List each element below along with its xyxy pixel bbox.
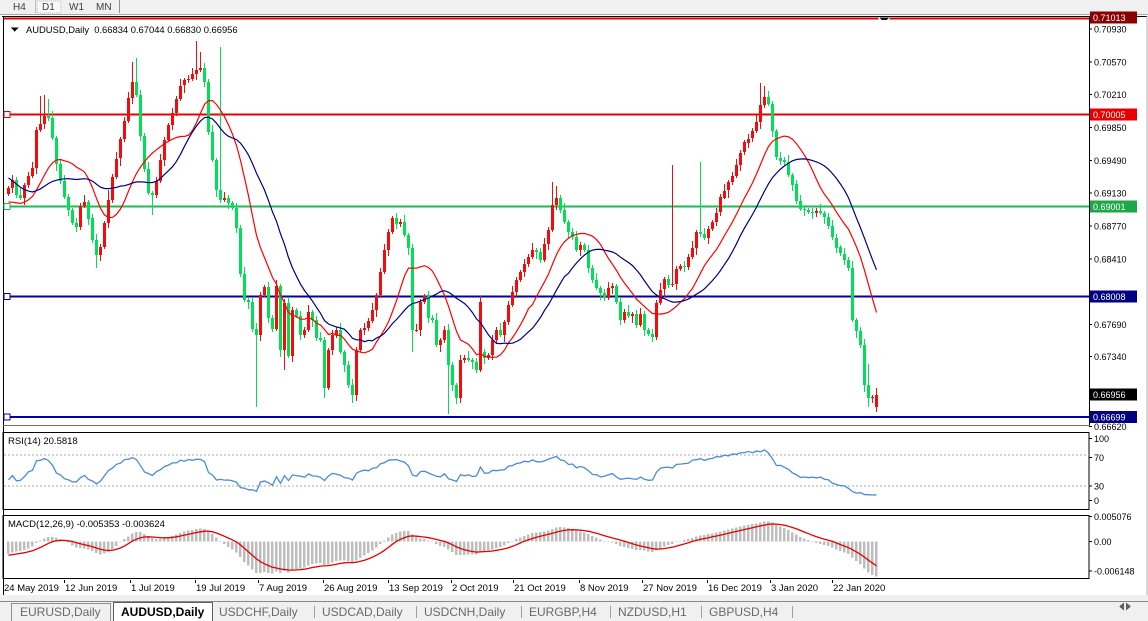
- svg-text:7 Aug 2019: 7 Aug 2019: [259, 583, 307, 594]
- svg-text:3 Jan 2020: 3 Jan 2020: [771, 583, 818, 594]
- svg-text:AUDUSD,Daily: AUDUSD,Daily: [121, 605, 205, 619]
- svg-text:0.005076: 0.005076: [1094, 512, 1132, 522]
- svg-text:0.70570: 0.70570: [1094, 57, 1127, 67]
- svg-text:0.67690: 0.67690: [1094, 320, 1127, 330]
- svg-text:H4: H4: [13, 2, 26, 13]
- svg-text:1 Jul 2019: 1 Jul 2019: [131, 583, 175, 594]
- svg-text:W1: W1: [69, 2, 84, 13]
- svg-text:0.67340: 0.67340: [1094, 352, 1127, 362]
- svg-text:21 Oct 2019: 21 Oct 2019: [514, 583, 566, 594]
- svg-text:0.69490: 0.69490: [1094, 156, 1127, 166]
- svg-text:0: 0: [1094, 496, 1099, 506]
- svg-text:0.66620: 0.66620: [1094, 422, 1127, 432]
- svg-text:100: 100: [1094, 434, 1109, 444]
- svg-text:22 Jan 2020: 22 Jan 2020: [833, 583, 885, 594]
- svg-text:0.70930: 0.70930: [1094, 25, 1127, 35]
- svg-text:D1: D1: [42, 2, 55, 13]
- svg-text:NZDUSD,H1: NZDUSD,H1: [618, 605, 687, 619]
- svg-text:GBPUSD,H4: GBPUSD,H4: [709, 605, 779, 619]
- svg-text:24 May 2019: 24 May 2019: [4, 583, 59, 594]
- svg-text:0.70005: 0.70005: [1093, 110, 1126, 120]
- svg-text:USDCHF,Daily: USDCHF,Daily: [219, 605, 298, 619]
- svg-text:USDCAD,Daily: USDCAD,Daily: [322, 605, 403, 619]
- svg-text:0.68770: 0.68770: [1094, 221, 1127, 231]
- svg-text:AUDUSD,Daily 0.66834 0.67044: AUDUSD,Daily 0.66834 0.67044 0.66830 0.6…: [26, 24, 238, 35]
- svg-text:0.00: 0.00: [1094, 537, 1112, 547]
- svg-text:0.66956: 0.66956: [1093, 390, 1126, 400]
- svg-text:0.69130: 0.69130: [1094, 189, 1127, 199]
- svg-text:USDCNH,Daily: USDCNH,Daily: [424, 605, 505, 619]
- svg-text:2 Oct 2019: 2 Oct 2019: [452, 583, 498, 594]
- svg-text:-0.006148: -0.006148: [1094, 566, 1135, 576]
- svg-text:12 Jun 2019: 12 Jun 2019: [65, 583, 117, 594]
- svg-text:0.68008: 0.68008: [1093, 292, 1126, 302]
- svg-text:26 Aug 2019: 26 Aug 2019: [324, 583, 377, 594]
- svg-text:13 Sep 2019: 13 Sep 2019: [389, 583, 443, 594]
- svg-text:EURUSD,Daily: EURUSD,Daily: [20, 605, 101, 619]
- svg-text:RSI(14) 20.5818: RSI(14) 20.5818: [8, 436, 78, 447]
- svg-text:MN: MN: [96, 2, 112, 13]
- svg-text:0.69001: 0.69001: [1093, 202, 1126, 212]
- svg-text:19 Jul 2019: 19 Jul 2019: [196, 583, 245, 594]
- svg-text:30: 30: [1094, 482, 1104, 492]
- svg-text:70: 70: [1094, 453, 1104, 463]
- svg-text:0.66699: 0.66699: [1093, 413, 1126, 423]
- svg-text:16 Dec 2019: 16 Dec 2019: [708, 583, 762, 594]
- svg-text:0.70210: 0.70210: [1094, 90, 1127, 100]
- svg-text:0.71013: 0.71013: [1093, 13, 1126, 23]
- svg-text:0.68410: 0.68410: [1094, 254, 1127, 264]
- svg-text:MACD(12,26,9) -0.005353 -0.003: MACD(12,26,9) -0.005353 -0.003624: [8, 519, 165, 530]
- svg-text:0.69850: 0.69850: [1094, 123, 1127, 133]
- svg-text:8 Nov 2019: 8 Nov 2019: [580, 583, 629, 594]
- svg-text:EURGBP,H4: EURGBP,H4: [529, 605, 597, 619]
- svg-text:27 Nov 2019: 27 Nov 2019: [643, 583, 697, 594]
